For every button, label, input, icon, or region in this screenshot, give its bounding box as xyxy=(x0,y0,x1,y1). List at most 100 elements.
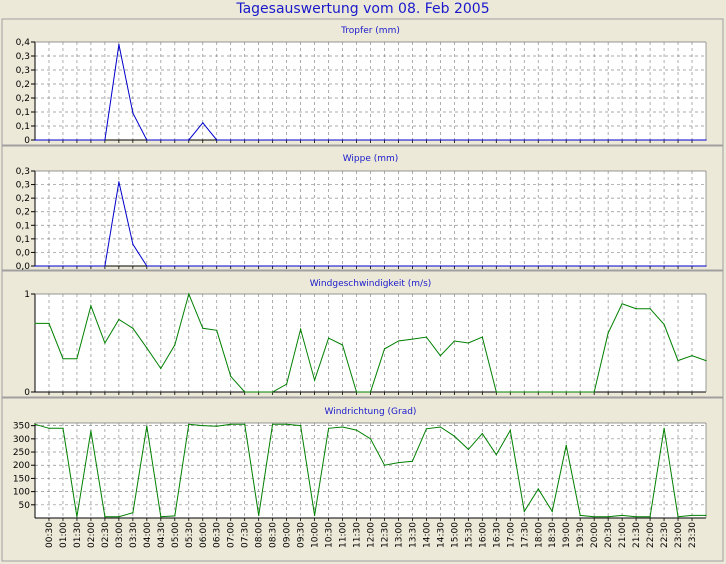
y-tick-label: 200 xyxy=(13,461,30,471)
chart-title: Windgeschwindigkeit (m/s) xyxy=(310,279,432,289)
data-point xyxy=(537,139,539,141)
data-point xyxy=(355,139,358,141)
data-point xyxy=(663,427,665,429)
panel-border-4 xyxy=(1,397,724,562)
data-point xyxy=(48,427,50,429)
data-point xyxy=(258,265,260,267)
data-point xyxy=(397,139,400,141)
x-tick-label: 01:30 xyxy=(73,522,83,548)
data-point xyxy=(565,265,567,267)
x-tick-label: 16:30 xyxy=(492,522,502,548)
x-tick-label: 04:30 xyxy=(157,522,167,548)
data-point xyxy=(565,391,567,393)
y-tick-label: 350 xyxy=(13,422,30,432)
data-point xyxy=(188,265,190,267)
data-point xyxy=(90,265,92,267)
x-tick-label: 15:30 xyxy=(464,522,474,548)
data-point xyxy=(439,355,441,357)
x-tick-label: 20:00 xyxy=(590,522,600,548)
data-point xyxy=(132,327,134,329)
x-tick-label: 03:00 xyxy=(115,522,125,548)
y-tick-label: 0,2 xyxy=(16,80,30,90)
data-point xyxy=(286,383,288,385)
data-point xyxy=(76,358,78,360)
data-point xyxy=(244,265,246,267)
data-point xyxy=(300,425,302,427)
data-point xyxy=(425,139,427,141)
y-tick-label: 0,1 xyxy=(16,221,30,231)
x-tick-label: 15:00 xyxy=(450,522,460,548)
x-tick-label: 09:30 xyxy=(297,522,307,548)
data-point xyxy=(383,464,386,466)
x-tick-label: 00:30 xyxy=(45,522,55,548)
data-point xyxy=(537,265,539,267)
data-point xyxy=(341,426,344,428)
chart-title: Tropfer (mm) xyxy=(340,26,400,36)
data-point xyxy=(272,139,274,141)
data-point xyxy=(481,336,483,338)
data-point xyxy=(202,327,204,329)
data-point xyxy=(355,429,358,431)
data-point xyxy=(132,512,134,514)
data-point xyxy=(579,265,581,267)
y-tick-label: 0 xyxy=(24,388,30,398)
data-point xyxy=(258,139,260,141)
x-tick-label: 16:00 xyxy=(478,522,488,548)
x-tick-label: 04:00 xyxy=(143,522,153,548)
data-point xyxy=(621,265,623,267)
data-point xyxy=(230,265,232,267)
x-tick-label: 12:00 xyxy=(367,522,377,548)
y-tick-label: 250 xyxy=(13,448,30,458)
data-point xyxy=(523,265,525,267)
data-point xyxy=(551,510,553,512)
data-point xyxy=(160,139,162,141)
x-tick-label: 06:00 xyxy=(199,522,209,548)
x-tick-label: 07:00 xyxy=(227,522,237,548)
data-point xyxy=(104,516,106,518)
data-point xyxy=(593,391,595,393)
data-point xyxy=(328,427,330,429)
data-point xyxy=(188,139,190,141)
data-point xyxy=(174,515,176,517)
x-tick-label: 13:00 xyxy=(394,522,404,548)
y-tick-label: 0,0 xyxy=(16,248,31,258)
data-point xyxy=(90,430,92,432)
x-tick-label: 23:00 xyxy=(674,522,684,548)
data-point xyxy=(649,308,651,310)
data-point xyxy=(495,265,497,267)
data-point xyxy=(621,514,623,517)
data-point xyxy=(383,348,386,350)
data-point xyxy=(509,139,511,141)
x-tick-label: 18:30 xyxy=(548,522,558,548)
data-point xyxy=(244,423,246,425)
y-tick-label: 0,4 xyxy=(16,38,31,48)
y-tick-label: 0,1 xyxy=(16,108,30,118)
x-tick-label: 17:00 xyxy=(506,522,516,548)
data-point xyxy=(300,265,302,267)
data-point xyxy=(300,139,302,141)
data-point xyxy=(369,438,372,440)
data-point xyxy=(565,139,567,141)
data-point xyxy=(62,265,64,267)
data-point xyxy=(118,181,120,183)
data-point xyxy=(467,139,469,141)
data-point xyxy=(230,139,232,141)
data-point xyxy=(439,265,441,267)
data-point xyxy=(34,265,36,267)
data-point xyxy=(691,514,693,517)
data-point xyxy=(174,344,176,346)
data-point xyxy=(300,328,302,330)
data-point xyxy=(341,265,344,267)
data-point xyxy=(118,516,120,518)
data-point xyxy=(314,265,316,267)
data-point xyxy=(439,139,441,141)
data-point xyxy=(258,391,260,393)
x-tick-label: 07:30 xyxy=(241,522,251,548)
data-point xyxy=(453,265,455,267)
data-point xyxy=(579,391,581,393)
x-tick-label: 08:00 xyxy=(255,522,265,548)
data-point xyxy=(677,265,679,267)
data-point xyxy=(649,265,651,267)
data-point xyxy=(579,139,581,141)
